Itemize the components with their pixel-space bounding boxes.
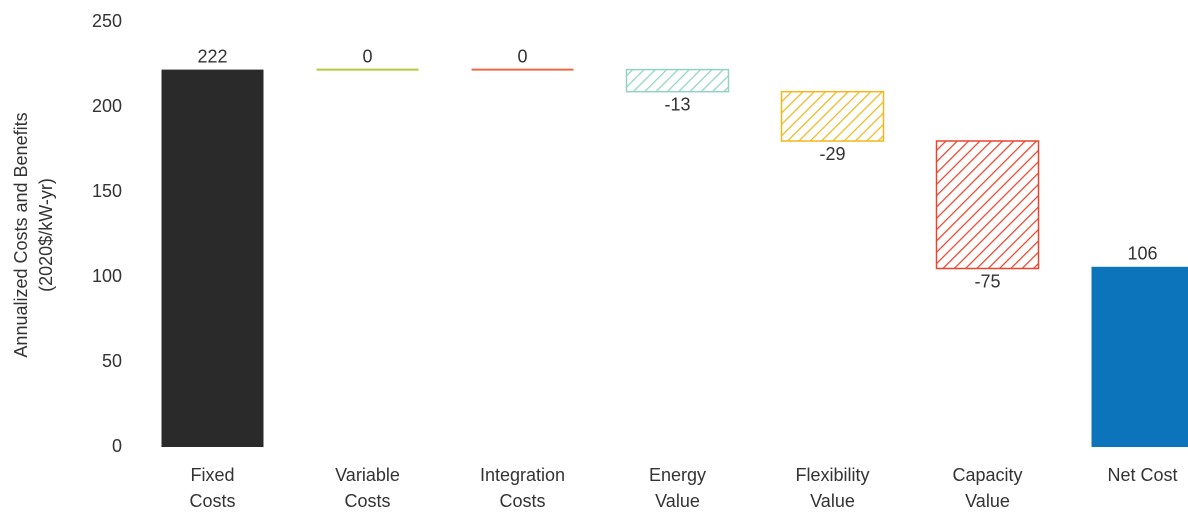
x-tick-label: Net Cost <box>1107 465 1178 485</box>
x-tick-label: Capacity Value <box>952 465 1023 511</box>
bar <box>780 90 885 142</box>
data-label: 0 <box>517 46 527 66</box>
bar <box>1091 266 1188 447</box>
data-label: -13 <box>664 94 690 114</box>
bar <box>161 69 264 447</box>
y-tick-label: 100 <box>92 266 122 286</box>
x-tick-label: Integration Costs <box>479 465 566 511</box>
x-tick-label: Variable Costs <box>335 465 400 511</box>
y-tick-label: 250 <box>92 11 122 31</box>
bar <box>625 68 730 93</box>
y-tick-label: 150 <box>92 181 122 201</box>
data-label: 0 <box>362 46 372 66</box>
data-label: 222 <box>197 46 227 66</box>
x-tick-label: Energy Value <box>648 465 707 511</box>
data-label: -29 <box>819 144 845 164</box>
y-axis-label: (2020$/kW-yr) <box>36 178 56 292</box>
data-label: -75 <box>974 271 1000 291</box>
data-label: 106 <box>1127 244 1157 264</box>
bar <box>935 140 1040 270</box>
y-tick-label: 200 <box>92 96 122 116</box>
x-tick-label: Fixed Costs <box>189 465 236 511</box>
y-tick-label: 0 <box>112 436 122 456</box>
x-tick-label: Flexibility Value <box>795 465 870 511</box>
y-axis-label: Annualized Costs and Benefits <box>11 112 31 357</box>
y-tick-label: 50 <box>102 351 122 371</box>
